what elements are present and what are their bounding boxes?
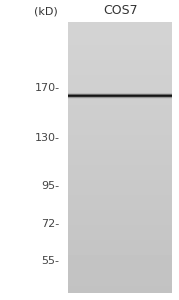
Text: 95-: 95- — [41, 181, 60, 191]
Bar — [68, 93, 172, 94]
Text: 72-: 72- — [41, 219, 60, 229]
Text: 55-: 55- — [42, 256, 60, 266]
Bar — [68, 96, 172, 97]
Bar — [68, 92, 172, 93]
Bar — [68, 94, 172, 95]
Text: COS7: COS7 — [103, 4, 138, 16]
Bar — [68, 98, 172, 99]
Text: 170-: 170- — [34, 83, 60, 93]
Text: 130-: 130- — [35, 133, 60, 143]
Text: (kD): (kD) — [34, 7, 58, 16]
Bar — [68, 95, 172, 96]
Bar — [68, 97, 172, 98]
